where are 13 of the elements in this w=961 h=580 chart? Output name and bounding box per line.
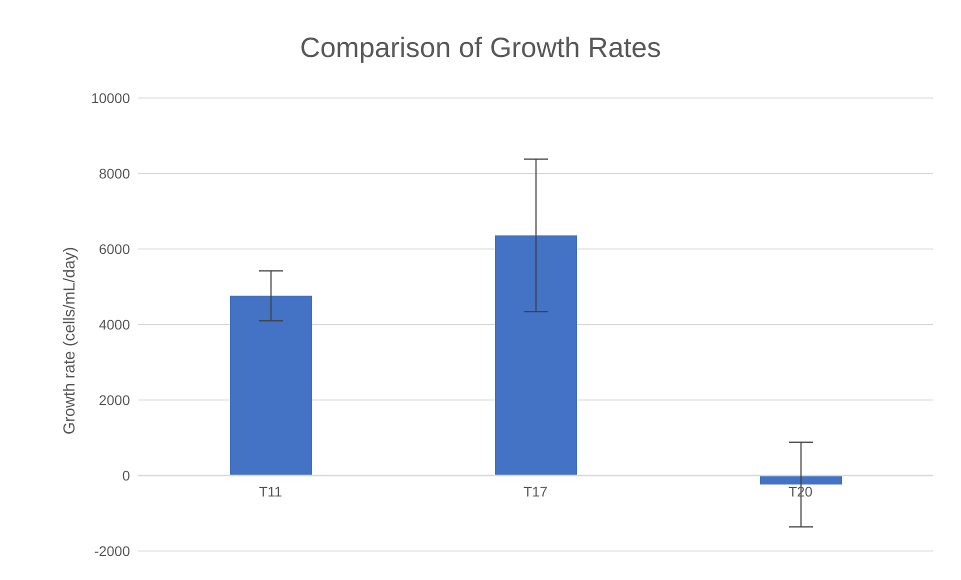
y-tick-label: -2000 bbox=[94, 542, 130, 559]
y-tick-label: 8000 bbox=[98, 165, 130, 182]
y-tick-label: 0 bbox=[122, 467, 130, 484]
y-tick-label: 6000 bbox=[98, 240, 130, 257]
x-tick-label: T11 bbox=[258, 483, 282, 500]
chart-title: Comparison of Growth Rates bbox=[298, 32, 662, 64]
y-tick-label: 4000 bbox=[98, 316, 130, 332]
bar bbox=[230, 296, 312, 476]
bar bbox=[495, 235, 577, 476]
y-tick-label: 2000 bbox=[98, 392, 130, 408]
y-axis-title: Growth rate (cells/mL/day) bbox=[62, 246, 79, 434]
y-tick-label: 10000 bbox=[91, 90, 130, 106]
x-tick-label: T17 bbox=[523, 483, 548, 500]
